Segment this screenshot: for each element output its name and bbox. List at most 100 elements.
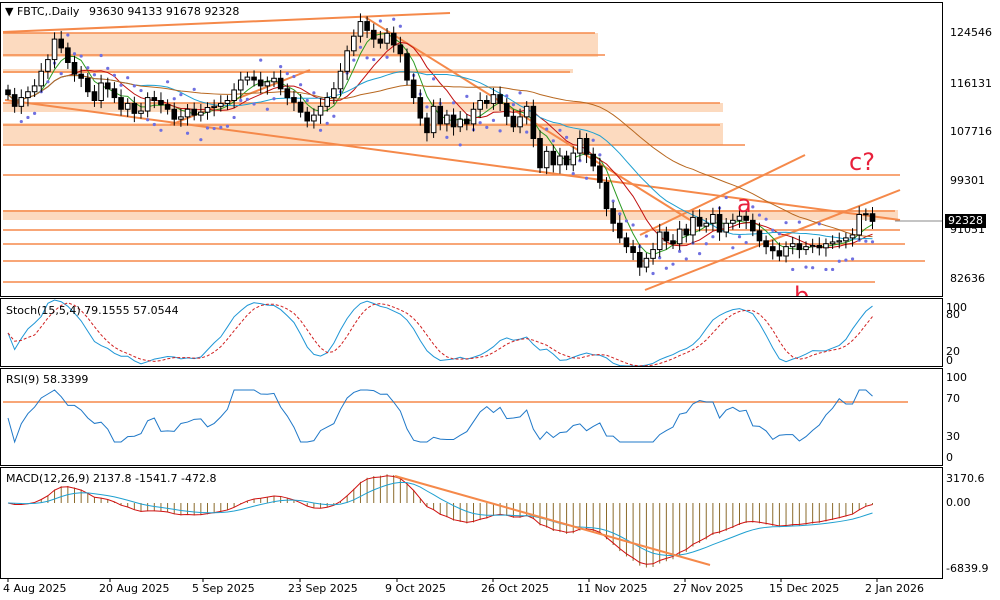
candle-body (477, 99, 483, 110)
sar-dot (99, 53, 103, 58)
candle-body (610, 208, 616, 224)
sar-dot (185, 131, 190, 135)
sar-dot (59, 72, 63, 76)
dropdown-triangle-icon[interactable]: ▼ (5, 5, 14, 18)
candle-body (324, 97, 330, 107)
candle-body (636, 251, 643, 268)
symbol-label: FBTC,.Daily (16, 5, 80, 18)
sar-dot (86, 66, 90, 70)
price-axis-label: 124546 (950, 26, 992, 39)
sar-dot (332, 114, 336, 118)
sar-dot (571, 171, 575, 176)
candle-body (331, 88, 337, 99)
sar-dot (132, 84, 136, 88)
macd-axis-label: 3170.6 (946, 472, 985, 485)
candle-body (517, 116, 523, 128)
sar-dot (465, 94, 469, 99)
time-axis-ticks (7, 578, 878, 582)
candle-body (171, 108, 178, 120)
sar-dot (551, 139, 555, 143)
candle-body (404, 53, 410, 81)
candle-body (178, 116, 184, 120)
candle-body (38, 70, 45, 87)
price-axis-label: 99301 (950, 174, 985, 187)
candle-body (716, 213, 723, 233)
rsi-panel[interactable] (0, 368, 943, 466)
sar-dot (678, 249, 682, 253)
sar-dot (212, 126, 216, 131)
time-axis-label: 5 Sep 2025 (192, 582, 255, 595)
time-axis-label: 27 Nov 2025 (673, 582, 744, 595)
sar-dot (312, 91, 316, 95)
sar-dot (737, 235, 742, 239)
candle-body (490, 94, 497, 104)
candle-body (198, 111, 204, 116)
wave-label-a: a (737, 190, 752, 218)
candle-body (118, 97, 124, 110)
macd-trendline (394, 475, 711, 566)
price-axis-label: 107716 (950, 125, 992, 138)
resistance-zone (3, 103, 723, 112)
candle-body (111, 88, 118, 99)
candle-body (563, 155, 570, 166)
sar-dot (558, 128, 562, 132)
candle-body (650, 249, 656, 259)
candle-body (244, 76, 251, 81)
sar-dot (432, 77, 436, 81)
sar-dot (325, 121, 329, 125)
sar-dot (777, 232, 782, 236)
candle-body (317, 105, 324, 116)
stoch-axis-label: 100 (946, 301, 967, 314)
sar-dot (139, 88, 143, 93)
sar-dot (166, 80, 170, 84)
sar-dot (219, 125, 223, 129)
macd-axis-label: -6839.9 (946, 562, 989, 575)
candle-body (590, 153, 597, 167)
candle-body (843, 237, 849, 242)
price-axis-label: 82636 (950, 272, 985, 285)
stoch-axis-label: 20 (946, 345, 960, 358)
sar-dot (239, 98, 243, 103)
sar-dot (644, 234, 649, 238)
candle-body (543, 150, 550, 169)
candle-body (437, 105, 444, 125)
macd-axis-label: 0.00 (946, 496, 971, 509)
wave-label-b: b (794, 284, 809, 296)
sar-dot (698, 252, 702, 256)
sar-dot (744, 240, 748, 245)
sar-dot (844, 258, 848, 262)
candle-body (45, 59, 51, 72)
candle-body (424, 117, 430, 134)
rsi-title: RSI(9) 58.3399 (6, 373, 89, 386)
candle-body (789, 243, 796, 248)
sar-dot (664, 266, 668, 270)
candle-body (71, 61, 78, 75)
candle-body (464, 118, 470, 125)
time-axis-label: 11 Nov 2025 (577, 582, 648, 595)
ohlc-values: 93630 94133 91678 92328 (88, 5, 240, 18)
candle-body (617, 222, 623, 239)
candle-body (450, 114, 457, 128)
candle-body (91, 91, 98, 101)
sar-dot (485, 125, 489, 129)
sar-dot (179, 93, 183, 97)
candle-body (444, 114, 450, 125)
sar-dot (252, 102, 256, 106)
candle-body (25, 91, 31, 99)
sar-dot (584, 176, 589, 180)
sar-dot (764, 217, 768, 221)
sar-dot (611, 199, 615, 203)
macd-line (7, 475, 873, 565)
macd-title: MACD(12,26,9) 2137.8 -1541.7 -472.8 (6, 472, 217, 485)
sar-dot (751, 205, 755, 209)
macd-panel[interactable] (0, 467, 943, 579)
candle-body (623, 237, 630, 248)
sar-dot (106, 66, 110, 70)
candle-body (523, 105, 530, 118)
candle-body (736, 215, 743, 221)
candle-body (703, 222, 710, 227)
sar-dot (618, 212, 622, 216)
candle-body (237, 79, 244, 91)
stoch-panel[interactable] (0, 298, 943, 367)
